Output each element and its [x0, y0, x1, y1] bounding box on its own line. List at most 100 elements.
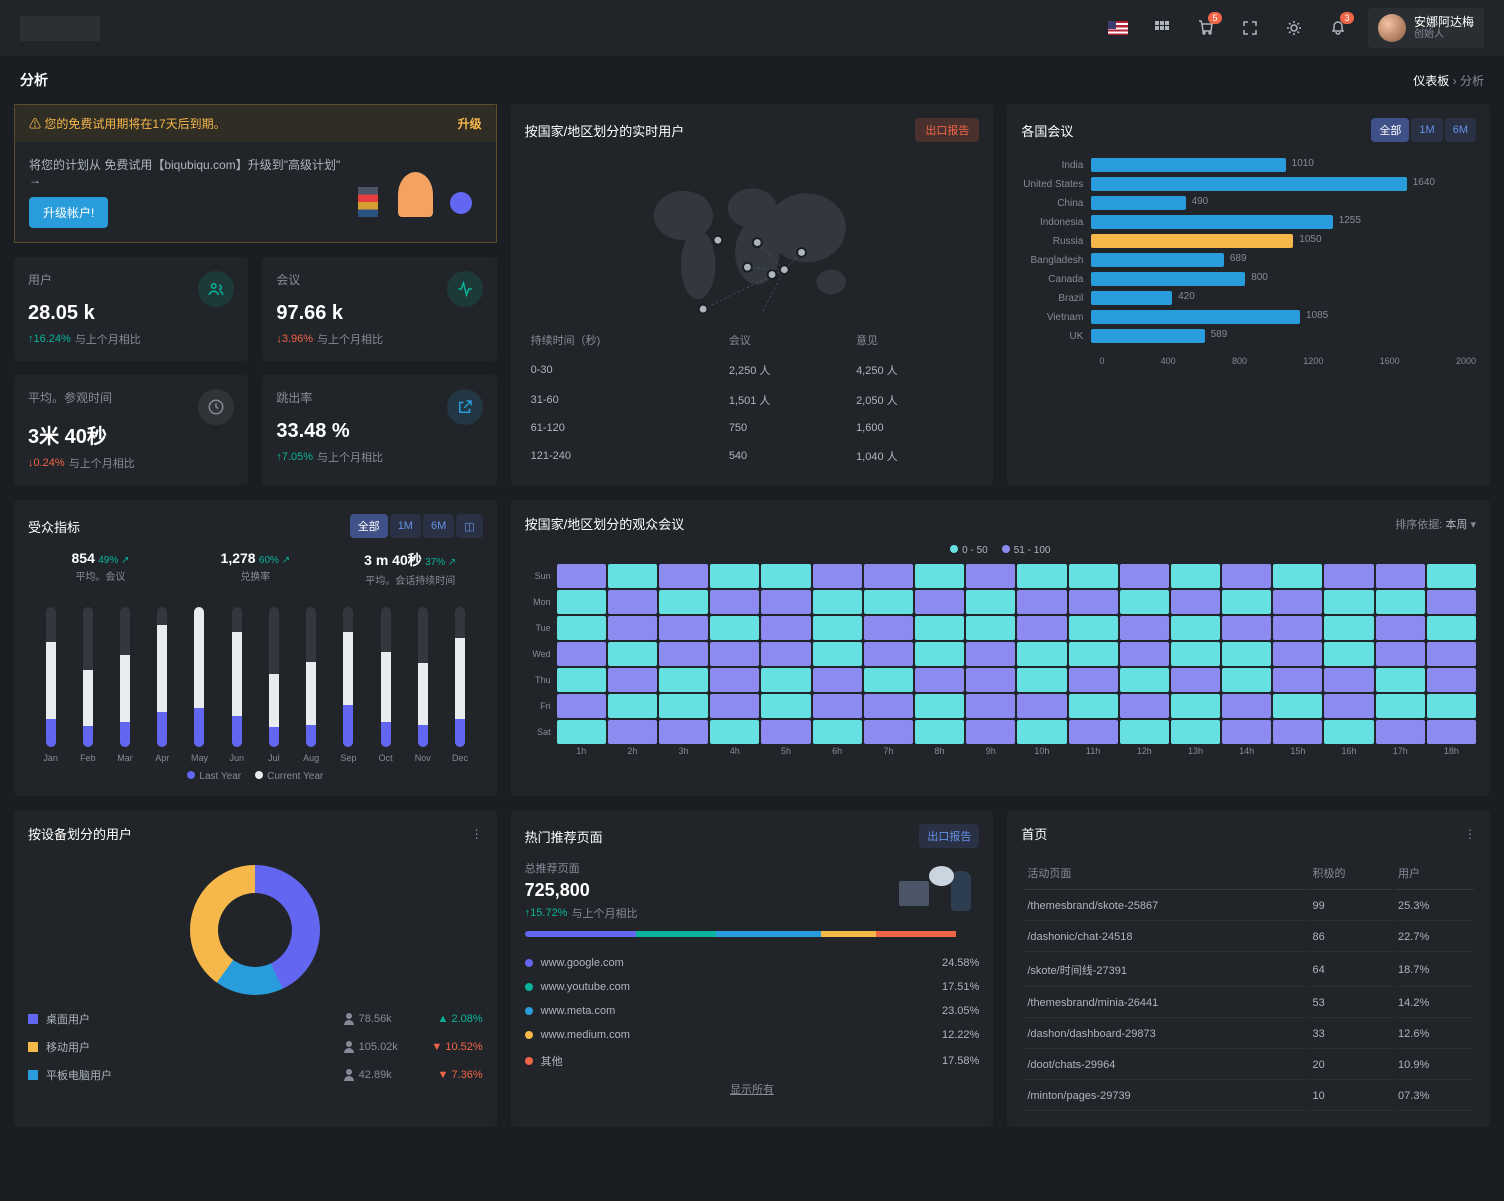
heatmap-cell: [1324, 616, 1373, 640]
export-button[interactable]: 出口报告: [915, 118, 979, 142]
heatmap-cell: [1069, 694, 1118, 718]
world-map: [525, 154, 980, 314]
heatmap-cell: [1427, 590, 1476, 614]
heatmap-cell: [1069, 642, 1118, 666]
hbar-row: India 1010: [1021, 158, 1476, 172]
heatmap-cell: [864, 720, 913, 744]
heatmap-cell: [1120, 564, 1169, 588]
referral-row: www.youtube.com17.51%: [525, 975, 980, 999]
card-title: 受众指标: [28, 517, 80, 536]
hbar-row: Vietnam 1085: [1021, 310, 1476, 324]
heatmap-cell: [1273, 720, 1322, 744]
filter-button[interactable]: 全部: [350, 514, 388, 538]
heatmap-cell: [1222, 590, 1271, 614]
stat-card: 会议 97.66 k ↓3.96% 与上个月相比: [262, 257, 496, 361]
table-row[interactable]: /dashon/dashboard-298733312.6%: [1023, 1020, 1474, 1049]
heatmap-cell: [659, 590, 708, 614]
heatmap-cell: [864, 590, 913, 614]
filter-button[interactable]: 1M: [1411, 118, 1442, 142]
heatmap-cell: [915, 564, 964, 588]
heatmap-cell: [1171, 668, 1220, 692]
metric-box: 854 49% ↗平均。会议: [28, 550, 173, 587]
filter-button[interactable]: 1M: [390, 514, 421, 538]
heatmap-cell: [915, 616, 964, 640]
upgrade-button[interactable]: 升级帐户!: [29, 197, 108, 228]
heatmap-cell: [864, 694, 913, 718]
table-row[interactable]: /dashonic/chat-245188622.7%: [1023, 923, 1474, 952]
heatmap-cell: [1376, 564, 1425, 588]
stat-card: 跳出率 33.48 % ↑7.05% 与上个月相比: [262, 375, 496, 485]
apps-icon[interactable]: [1148, 14, 1176, 42]
heatmap-cell: [659, 564, 708, 588]
bell-icon[interactable]: 3: [1324, 14, 1352, 42]
heatmap-cell: [761, 564, 810, 588]
filter-button[interactable]: 6M: [423, 514, 454, 538]
top-pages-card: 首页 ⋮ 活动页面积极的用户 /themesbrand/skote-258679…: [1007, 810, 1490, 1127]
heatmap-cell: [1120, 616, 1169, 640]
card-title: 按国家/地区划分的观众会议: [525, 514, 685, 533]
heatmap-cell: [557, 616, 606, 640]
heatmap-cell: [557, 668, 606, 692]
referral-row: 其他17.58%: [525, 1047, 980, 1075]
heatmap-cell: [1324, 720, 1373, 744]
card-title: 各国会议: [1021, 121, 1073, 140]
heatmap-cell: [1324, 694, 1373, 718]
hbar-row: Canada 800: [1021, 272, 1476, 286]
cart-icon[interactable]: 5: [1192, 14, 1220, 42]
heatmap-cell: [1376, 642, 1425, 666]
pages-table: 活动页面积极的用户 /themesbrand/skote-258679925.3…: [1021, 855, 1476, 1113]
heatmap-cell: [557, 564, 606, 588]
table-row[interactable]: /skote/时间线-273916418.7%: [1023, 954, 1474, 987]
table-row[interactable]: /doot/chats-299642010.9%: [1023, 1051, 1474, 1080]
hbar-row: Indonesia 1255: [1021, 215, 1476, 229]
heatmap-cell: [761, 720, 810, 744]
heatmap-cell: [1222, 668, 1271, 692]
heatmap-cell: [710, 642, 759, 666]
table-row[interactable]: /minton/pages-297391007.3%: [1023, 1082, 1474, 1111]
table-row: 121-2405401,040 人: [527, 442, 978, 470]
banner-text: 将您的计划从 免费试用【biqubiqu.com】升级到"高级计划" →: [29, 156, 353, 187]
heatmap-cell: [1324, 564, 1373, 588]
hbar-row: Bangladesh 689: [1021, 253, 1476, 267]
upgrade-link[interactable]: 升级: [458, 115, 482, 132]
heatmap-cell: [1069, 590, 1118, 614]
heatmap-cell: [1069, 720, 1118, 744]
card-title: 热门推荐页面: [525, 827, 603, 846]
flag-icon[interactable]: [1104, 14, 1132, 42]
theme-icon[interactable]: [1280, 14, 1308, 42]
heatmap-cell: [1069, 616, 1118, 640]
heatmap-cell: [557, 590, 606, 614]
referral-row: www.meta.com23.05%: [525, 999, 980, 1023]
heatmap-cell: [1120, 720, 1169, 744]
heatmap-cell: [1273, 668, 1322, 692]
topbar: 5 3 安娜阿达梅 创始人: [0, 0, 1504, 56]
heatmap-cell: [761, 590, 810, 614]
hbar-row: Russia 1050: [1021, 234, 1476, 248]
heatmap-cell: [608, 564, 657, 588]
export-button[interactable]: 出口报告: [919, 824, 979, 848]
show-all-link[interactable]: 显示所有: [525, 1081, 980, 1097]
table-row[interactable]: /themesbrand/skote-258679925.3%: [1023, 892, 1474, 921]
heatmap-cell: [710, 590, 759, 614]
heatmap-cell: [659, 668, 708, 692]
table-row[interactable]: /themesbrand/minia-264415314.2%: [1023, 989, 1474, 1018]
heatmap-cell: [1017, 642, 1066, 666]
activity-icon: [447, 271, 483, 307]
hbar-row: China 490: [1021, 196, 1476, 210]
chart-type-icon[interactable]: ◫: [456, 514, 482, 538]
heatmap-cell: [813, 616, 862, 640]
more-icon[interactable]: ⋮: [1464, 827, 1476, 841]
metric-box: 3 m 40秒 37% ↗平均。会话持续时间: [338, 550, 483, 587]
user-menu[interactable]: 安娜阿达梅 创始人: [1368, 8, 1484, 48]
heatmap-cell: [1376, 694, 1425, 718]
filter-button[interactable]: 6M: [1445, 118, 1476, 142]
more-icon[interactable]: ⋮: [471, 827, 483, 841]
heatmap-chart: SunMonTueWedThuFriSat1h2h3h4h5h6h7h8h9h1…: [525, 564, 1476, 762]
filter-button[interactable]: 全部: [1371, 118, 1409, 142]
device-row: 桌面用户 78.56k ▲ 2.08%: [28, 1005, 483, 1033]
heatmap-cell: [813, 642, 862, 666]
fullscreen-icon[interactable]: [1236, 14, 1264, 42]
heatmap-cell: [608, 642, 657, 666]
card-title: 首页: [1021, 824, 1047, 843]
card-title: 按设备划分的用户: [28, 824, 132, 843]
